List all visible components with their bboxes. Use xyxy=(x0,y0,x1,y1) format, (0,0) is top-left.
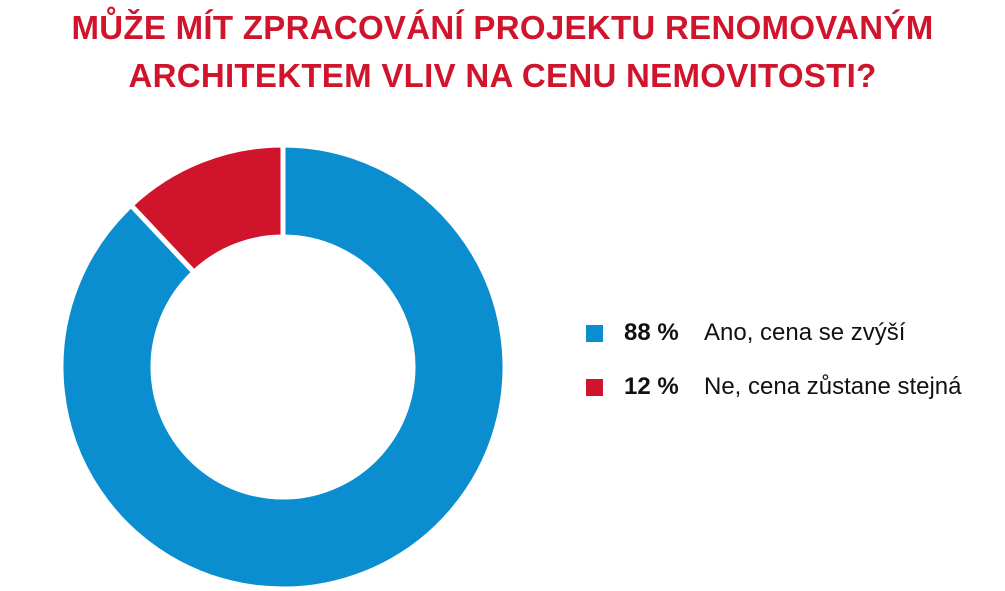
chart-title-line-1: MŮŽE MÍT ZPRACOVÁNÍ PROJEKTU RENOMOVANÝM xyxy=(71,9,934,46)
chart-title-line-2: ARCHITEKTEM VLIV NA CENU NEMOVITOSTI? xyxy=(128,57,877,94)
legend-value-ne: 12 % xyxy=(624,373,679,400)
legend-label-ne: Ne, cena zůstane stejná xyxy=(704,373,962,400)
legend-item-ano: 88 % Ano, cena se zvýší xyxy=(586,318,962,348)
donut-slice-ano xyxy=(58,142,508,591)
donut-slice-ne xyxy=(127,142,286,276)
legend-swatch-ano xyxy=(586,324,603,342)
legend-label-ano: Ano, cena se zvýší xyxy=(704,319,906,346)
donut-slices xyxy=(58,142,508,591)
legend-value-ano: 88 % xyxy=(624,319,679,346)
legend-item-ne: 12 % Ne, cena zůstane stejná xyxy=(586,372,962,402)
chart-title: MŮŽE MÍT ZPRACOVÁNÍ PROJEKTU RENOMOVANÝM… xyxy=(0,4,1005,100)
chart-legend: 88 % Ano, cena se zvýší 12 % Ne, cena zů… xyxy=(586,318,962,426)
legend-swatch-ne xyxy=(586,378,603,396)
